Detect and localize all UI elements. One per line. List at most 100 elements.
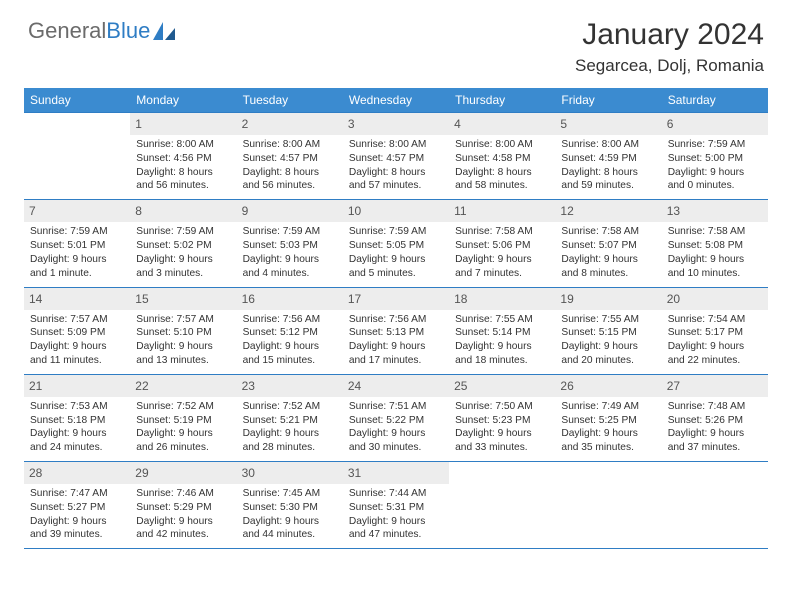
sunrise-text: Sunrise: 7:50 AM bbox=[455, 400, 549, 414]
calendar-table: Sunday Monday Tuesday Wednesday Thursday… bbox=[24, 88, 768, 549]
daylight2-text: and 59 minutes. bbox=[561, 179, 655, 193]
sunset-text: Sunset: 5:06 PM bbox=[455, 239, 549, 253]
daylight1-text: Daylight: 9 hours bbox=[243, 340, 337, 354]
logo-text-gray: General bbox=[28, 18, 106, 44]
sunrise-text: Sunrise: 7:57 AM bbox=[30, 313, 124, 327]
sunrise-text: Sunrise: 7:47 AM bbox=[30, 487, 124, 501]
calendar-day-cell: 15Sunrise: 7:57 AMSunset: 5:10 PMDayligh… bbox=[130, 287, 236, 374]
daylight2-text: and 37 minutes. bbox=[668, 441, 762, 455]
calendar-day-cell: 5Sunrise: 8:00 AMSunset: 4:59 PMDaylight… bbox=[555, 113, 661, 200]
daylight2-text: and 7 minutes. bbox=[455, 267, 549, 281]
calendar-day-cell bbox=[555, 462, 661, 549]
sunrise-text: Sunrise: 7:52 AM bbox=[243, 400, 337, 414]
sunset-text: Sunset: 5:02 PM bbox=[136, 239, 230, 253]
sunset-text: Sunset: 5:13 PM bbox=[349, 326, 443, 340]
day-number: 27 bbox=[662, 375, 768, 397]
calendar-day-cell: 12Sunrise: 7:58 AMSunset: 5:07 PMDayligh… bbox=[555, 200, 661, 287]
calendar-week-row: 1Sunrise: 8:00 AMSunset: 4:56 PMDaylight… bbox=[24, 113, 768, 200]
weekday-header: Friday bbox=[555, 88, 661, 113]
daylight1-text: Daylight: 8 hours bbox=[349, 166, 443, 180]
daylight1-text: Daylight: 9 hours bbox=[561, 427, 655, 441]
sunset-text: Sunset: 4:57 PM bbox=[243, 152, 337, 166]
daylight2-text: and 28 minutes. bbox=[243, 441, 337, 455]
calendar-week-row: 28 Sunrise: 7:47 AMSunset: 5:27 PM Dayligh… bbox=[24, 462, 768, 549]
sunrise-text: Sunrise: 7:56 AM bbox=[243, 313, 337, 327]
sunset-text: Sunset: 5:27 PM bbox=[30, 501, 124, 515]
day-number: 7 bbox=[24, 200, 130, 222]
day-number: 3 bbox=[343, 113, 449, 135]
sunset-text: Sunset: 5:12 PM bbox=[243, 326, 337, 340]
title-block: January 2024 Segarcea, Dolj, Romania bbox=[575, 18, 764, 76]
sunset-text: Sunset: 4:57 PM bbox=[349, 152, 443, 166]
daylight1-text: Daylight: 9 hours bbox=[349, 253, 443, 267]
location: Segarcea, Dolj, Romania bbox=[575, 56, 764, 76]
daylight2-text: and 24 minutes. bbox=[30, 441, 124, 455]
daylight1-text: Daylight: 9 hours bbox=[136, 427, 230, 441]
sunset-text: Sunset: 5:15 PM bbox=[561, 326, 655, 340]
weekday-header: Monday bbox=[130, 88, 236, 113]
calendar-day-cell: 21Sunrise: 7:53 AMSunset: 5:18 PMDayligh… bbox=[24, 374, 130, 461]
calendar-day-cell: 8Sunrise: 7:59 AMSunset: 5:02 PMDaylight… bbox=[130, 200, 236, 287]
daylight1-text: Daylight: 9 hours bbox=[455, 427, 549, 441]
daylight1-text: Daylight: 9 hours bbox=[30, 340, 124, 354]
sunset-text: Sunset: 5:14 PM bbox=[455, 326, 549, 340]
sunset-text: Sunset: 5:00 PM bbox=[668, 152, 762, 166]
day-number: 22 bbox=[130, 375, 236, 397]
day-number: 6 bbox=[662, 113, 768, 135]
daylight1-text: Daylight: 9 hours bbox=[243, 515, 337, 529]
sunset-text: Sunset: 5:08 PM bbox=[668, 239, 762, 253]
daylight2-text: and 4 minutes. bbox=[243, 267, 337, 281]
day-number: 29 bbox=[130, 462, 236, 484]
day-number: 14 bbox=[24, 288, 130, 310]
daylight1-text: Daylight: 9 hours bbox=[561, 340, 655, 354]
calendar-day-cell: 14Sunrise: 7:57 AMSunset: 5:09 PMDayligh… bbox=[24, 287, 130, 374]
weekday-header: Sunday bbox=[24, 88, 130, 113]
day-number: 30 bbox=[237, 462, 343, 484]
daylight1-text: Daylight: 9 hours bbox=[30, 427, 124, 441]
daylight2-text: and 30 minutes. bbox=[349, 441, 443, 455]
daylight2-text: and 15 minutes. bbox=[243, 354, 337, 368]
sunrise-text: Sunrise: 7:45 AM bbox=[243, 487, 337, 501]
daylight1-text: Daylight: 9 hours bbox=[136, 515, 230, 529]
logo: GeneralBlue bbox=[28, 18, 175, 44]
daylight1-text: Daylight: 9 hours bbox=[668, 427, 762, 441]
sunset-text: Sunset: 5:18 PM bbox=[30, 414, 124, 428]
sunset-text: Sunset: 5:25 PM bbox=[561, 414, 655, 428]
daylight2-text: and 33 minutes. bbox=[455, 441, 549, 455]
sunrise-text: Sunrise: 7:51 AM bbox=[349, 400, 443, 414]
sunrise-text: Sunrise: 7:58 AM bbox=[455, 225, 549, 239]
day-number: 1 bbox=[130, 113, 236, 135]
day-number: 12 bbox=[555, 200, 661, 222]
sunset-text: Sunset: 5:07 PM bbox=[561, 239, 655, 253]
calendar-week-row: 14Sunrise: 7:57 AMSunset: 5:09 PMDayligh… bbox=[24, 287, 768, 374]
sunset-text: Sunset: 5:29 PM bbox=[136, 501, 230, 515]
calendar-day-cell: 31Sunrise: 7:44 AMSunset: 5:31 PMDayligh… bbox=[343, 462, 449, 549]
sunrise-text: Sunrise: 7:54 AM bbox=[668, 313, 762, 327]
weekday-header: Wednesday bbox=[343, 88, 449, 113]
daylight2-text: and 8 minutes. bbox=[561, 267, 655, 281]
daylight2-text: and 35 minutes. bbox=[561, 441, 655, 455]
sunset-text: Sunset: 5:01 PM bbox=[30, 239, 124, 253]
daylight2-text: and 10 minutes. bbox=[668, 267, 762, 281]
day-number: 18 bbox=[449, 288, 555, 310]
daylight2-text: and 56 minutes. bbox=[243, 179, 337, 193]
calendar-day-cell: 17Sunrise: 7:56 AMSunset: 5:13 PMDayligh… bbox=[343, 287, 449, 374]
day-number: 28 bbox=[24, 462, 130, 484]
daylight1-text: Daylight: 8 hours bbox=[243, 166, 337, 180]
daylight2-text: and 3 minutes. bbox=[136, 267, 230, 281]
sunset-text: Sunset: 5:05 PM bbox=[349, 239, 443, 253]
month-title: January 2024 bbox=[575, 18, 764, 52]
sunrise-text: Sunrise: 7:58 AM bbox=[668, 225, 762, 239]
calendar-day-cell: 18Sunrise: 7:55 AMSunset: 5:14 PMDayligh… bbox=[449, 287, 555, 374]
day-number: 19 bbox=[555, 288, 661, 310]
sunrise-text: Sunrise: 7:59 AM bbox=[136, 225, 230, 239]
sunrise-text: Sunrise: 7:56 AM bbox=[349, 313, 443, 327]
sunset-text: Sunset: 5:17 PM bbox=[668, 326, 762, 340]
day-number: 5 bbox=[555, 113, 661, 135]
daylight2-text: and 1 minute. bbox=[30, 267, 124, 281]
sunset-text: Sunset: 4:59 PM bbox=[561, 152, 655, 166]
day-number: 2 bbox=[237, 113, 343, 135]
day-number: 17 bbox=[343, 288, 449, 310]
daylight2-text: and 20 minutes. bbox=[561, 354, 655, 368]
sunrise-text: Sunrise: 7:46 AM bbox=[136, 487, 230, 501]
